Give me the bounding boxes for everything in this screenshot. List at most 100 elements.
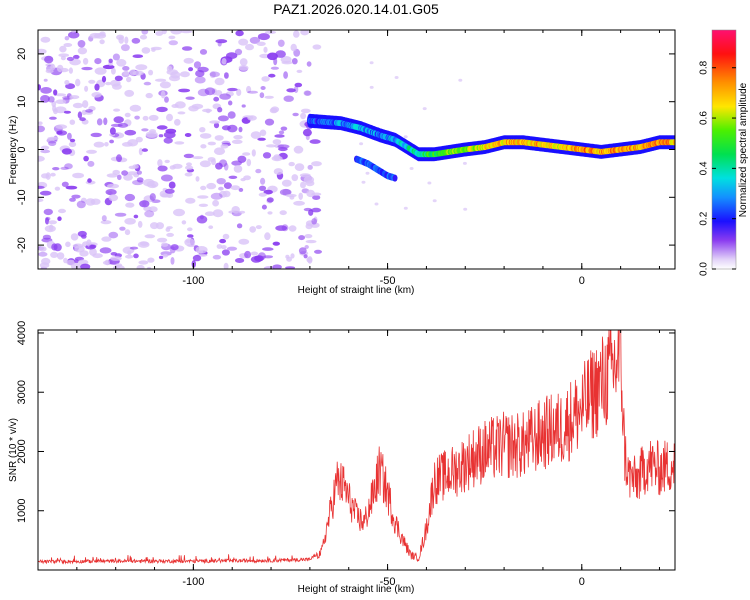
noise-speckle [133,214,139,219]
noise-speckle [279,210,287,216]
noise-speckle [198,203,209,207]
noise-speckle [63,110,71,114]
noise-speckle [131,37,141,44]
snr-panel: -100 -50 0 1000 2000 3000 4000 Height of strai… [8,321,676,595]
noise-speckle [100,220,112,225]
noise-speckle [222,233,230,240]
noise-speckle [293,30,300,38]
noise-speckle [199,127,206,133]
noise-speckle [267,211,273,215]
noise-speckle [265,144,277,148]
noise-speckle [305,239,317,244]
noise-speckle [144,234,156,239]
noise-speckle [113,108,121,112]
noise-speckle [143,178,155,187]
noise-speckle [202,108,213,113]
noise-speckle [157,165,168,172]
noise-speckle [300,112,307,120]
y-tick-label: 0 [16,146,28,152]
noise-speckle [272,264,282,269]
noise-speckle [193,61,202,69]
noise-speckle [432,199,437,203]
noise-speckle [73,54,80,60]
noise-speckle [285,266,296,269]
noise-speckle [245,43,254,51]
noise-speckle [168,35,176,40]
noise-speckle [422,107,427,111]
noise-speckle [104,259,110,266]
noise-speckle [136,264,145,269]
noise-speckle [169,165,176,170]
noise-speckle [261,76,270,82]
noise-speckle [241,104,246,108]
noise-speckle [365,171,370,175]
noise-speckle [233,165,243,173]
noise-speckle [298,192,304,200]
noise-speckle [304,234,313,239]
noise-speckle [85,109,93,113]
noise-speckle [238,238,250,245]
noise-speckle [54,186,61,191]
noise-speckle [54,93,67,97]
colorbar-frame [711,29,737,270]
noise-speckle [110,256,122,261]
noise-speckle [215,39,228,44]
noise-speckle [107,183,119,189]
noise-speckle [174,141,185,145]
noise-speckle [102,64,115,70]
noise-speckle [49,224,54,231]
noise-speckle [221,58,227,65]
noise-speckle [305,180,315,187]
noise-speckle [55,124,68,129]
noise-speckle [278,147,288,152]
noise-speckle [206,182,217,190]
noise-speckle [154,78,167,82]
noise-speckle [53,89,58,96]
noise-speckle [105,81,112,86]
noise-speckle [300,108,311,114]
noise-speckle [39,190,52,196]
snr-ylabel: SNR (10 * v/v) [8,418,19,482]
x-tick-label: -100 [182,275,204,287]
noise-speckle [281,179,292,187]
noise-speckle [303,254,308,259]
noise-speckle [140,241,149,246]
noise-speckle [194,76,206,84]
noise-speckle [161,242,169,247]
noise-speckle [268,73,276,78]
noise-speckle [237,155,247,163]
noise-speckle [199,49,208,55]
noise-speckle [289,195,295,200]
noise-speckle [219,190,227,198]
noise-speckle [136,177,144,183]
noise-speckle [262,152,272,159]
spectrogram-xlabel: Height of straight line (km) [298,285,415,296]
noise-speckle [68,67,73,74]
noise-speckle [255,168,262,174]
noise-speckle [219,238,227,244]
noise-speckle [123,174,133,181]
noise-speckle [158,134,164,138]
noise-speckle [132,54,144,58]
noise-speckle [359,142,364,146]
noise-speckle [197,195,209,199]
noise-speckle [155,31,164,36]
noise-speckle [138,260,149,265]
noise-speckle [135,64,148,71]
spectrogram-ylabel: Frequency (Hz) [8,116,19,185]
noise-speckle [69,138,76,143]
noise-speckle [148,114,159,121]
noise-speckle [166,113,173,122]
noise-speckle [170,30,183,35]
noise-speckle [65,241,71,248]
noise-speckle [179,71,190,78]
noise-speckle [186,162,192,167]
noise-speckle [259,92,265,99]
noise-speckle [291,58,298,65]
noise-speckle [124,129,137,136]
noise-speckle [314,249,322,254]
noise-speckle [38,48,47,55]
noise-speckle [117,174,122,181]
noise-speckle [199,160,211,168]
